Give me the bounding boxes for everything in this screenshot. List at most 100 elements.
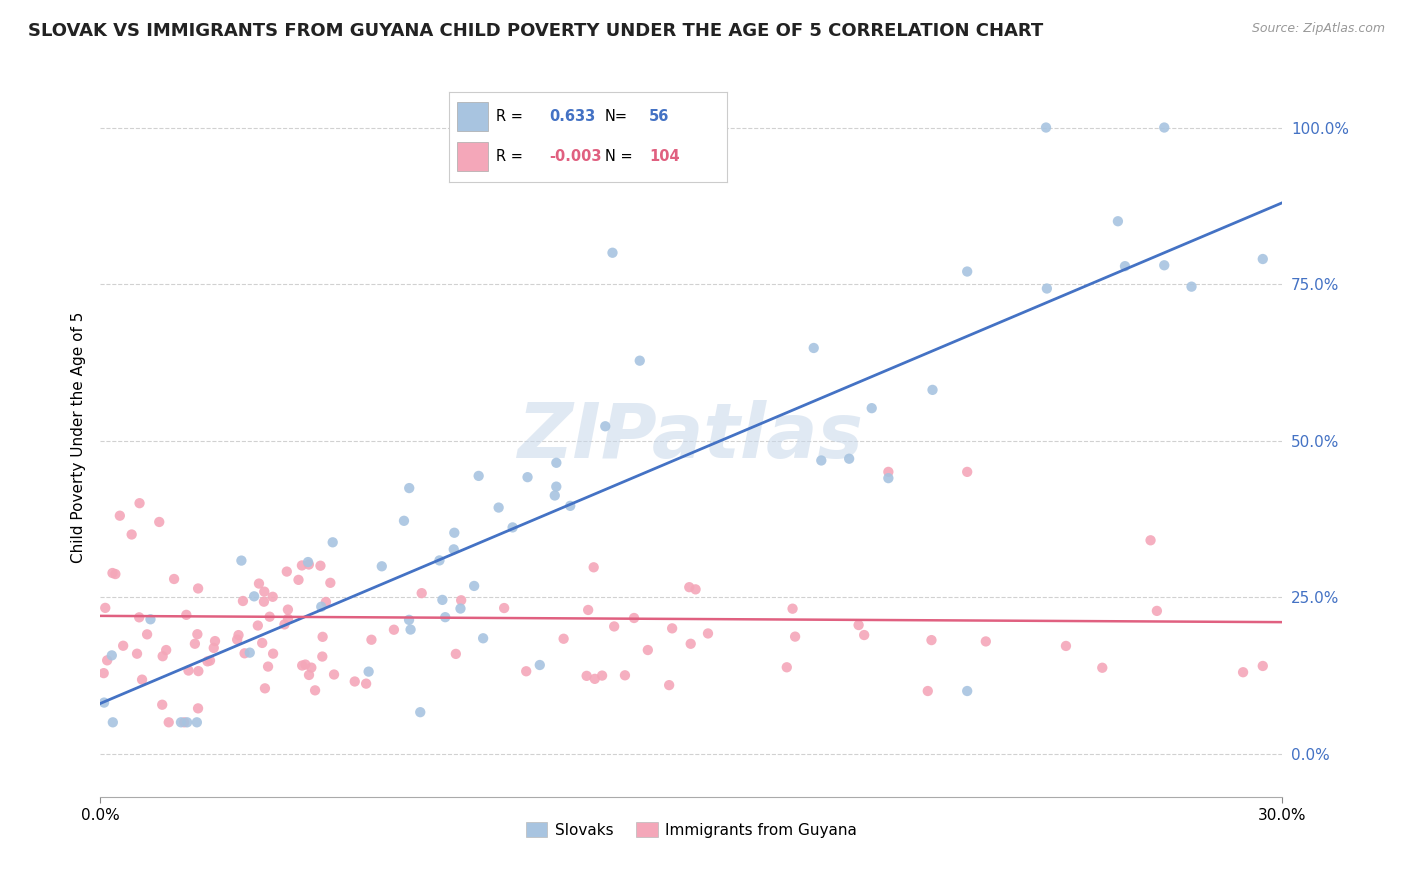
Point (848, 618, 870, 632)
Point (582, 560, 605, 574)
Point (853, 628, 876, 642)
Point (1091, 661, 1114, 675)
Point (176, 715, 198, 730)
Point (184, 637, 207, 651)
Point (860, 401, 883, 416)
Point (1114, 259, 1136, 273)
Point (371, 559, 394, 574)
Point (170, 715, 193, 730)
Point (956, 264, 979, 278)
Point (488, 500, 510, 515)
Point (187, 664, 209, 678)
Point (575, 669, 598, 683)
Point (243, 590, 266, 604)
Point (411, 586, 433, 600)
Point (131, 673, 153, 687)
Point (101, 648, 124, 663)
Point (277, 602, 299, 616)
Point (515, 665, 537, 679)
Point (299, 660, 322, 674)
Point (593, 419, 616, 434)
Point (128, 496, 150, 510)
Point (398, 481, 420, 495)
Point (304, 683, 326, 698)
Point (450, 601, 472, 615)
Point (661, 621, 683, 635)
Point (262, 590, 284, 604)
Point (104, 567, 127, 582)
Point (152, 649, 174, 664)
Point (247, 576, 270, 591)
Point (101, 566, 124, 580)
Point (443, 542, 465, 557)
Point (1146, 604, 1168, 618)
Point (94, 600, 117, 615)
Point (157, 715, 180, 730)
Point (443, 525, 465, 540)
Point (803, 341, 825, 355)
Point (186, 715, 208, 730)
Point (239, 646, 262, 660)
Point (233, 646, 256, 660)
Point (546, 456, 568, 470)
Legend: Slovaks, Immigrants from Guyana: Slovaks, Immigrants from Guyana (519, 816, 863, 844)
Point (232, 594, 254, 608)
Point (173, 715, 195, 730)
Point (399, 623, 422, 637)
Point (382, 623, 405, 637)
Point (253, 584, 276, 599)
Point (276, 565, 298, 579)
Point (253, 595, 276, 609)
Point (613, 668, 636, 682)
Point (262, 647, 284, 661)
Point (472, 632, 495, 646)
Point (429, 553, 451, 567)
Point (409, 705, 432, 719)
Point (93, 696, 115, 710)
Point (920, 633, 942, 648)
Point (187, 582, 209, 596)
Point (128, 610, 150, 624)
Point (231, 553, 253, 567)
Point (257, 659, 280, 673)
Point (155, 643, 177, 657)
Point (298, 558, 321, 572)
Point (148, 515, 170, 529)
Point (546, 480, 568, 494)
Point (463, 579, 485, 593)
Point (360, 632, 382, 647)
Point (432, 593, 454, 607)
Point (121, 527, 143, 541)
Point (1107, 214, 1129, 228)
Point (877, 465, 900, 479)
Point (357, 665, 380, 679)
Point (623, 611, 645, 625)
Point (544, 488, 567, 502)
Point (838, 451, 860, 466)
Point (974, 634, 997, 648)
Point (1232, 665, 1254, 680)
Point (1035, 120, 1057, 135)
Point (246, 618, 269, 632)
Point (311, 599, 333, 614)
Point (1153, 258, 1175, 272)
Point (583, 672, 606, 686)
Point (343, 674, 366, 689)
Point (250, 636, 273, 650)
Point (1251, 252, 1274, 266)
Point (398, 613, 420, 627)
Point (228, 628, 250, 642)
Point (450, 593, 472, 607)
Point (1054, 639, 1077, 653)
Point (198, 654, 221, 668)
Y-axis label: Child Poverty Under the Age of 5: Child Poverty Under the Age of 5 (72, 312, 86, 563)
Point (277, 612, 299, 626)
Point (291, 558, 314, 573)
Point (112, 639, 135, 653)
Point (319, 575, 342, 590)
Point (494, 601, 516, 615)
Point (197, 654, 219, 668)
Point (202, 640, 225, 655)
Point (956, 684, 979, 698)
Point (679, 637, 702, 651)
